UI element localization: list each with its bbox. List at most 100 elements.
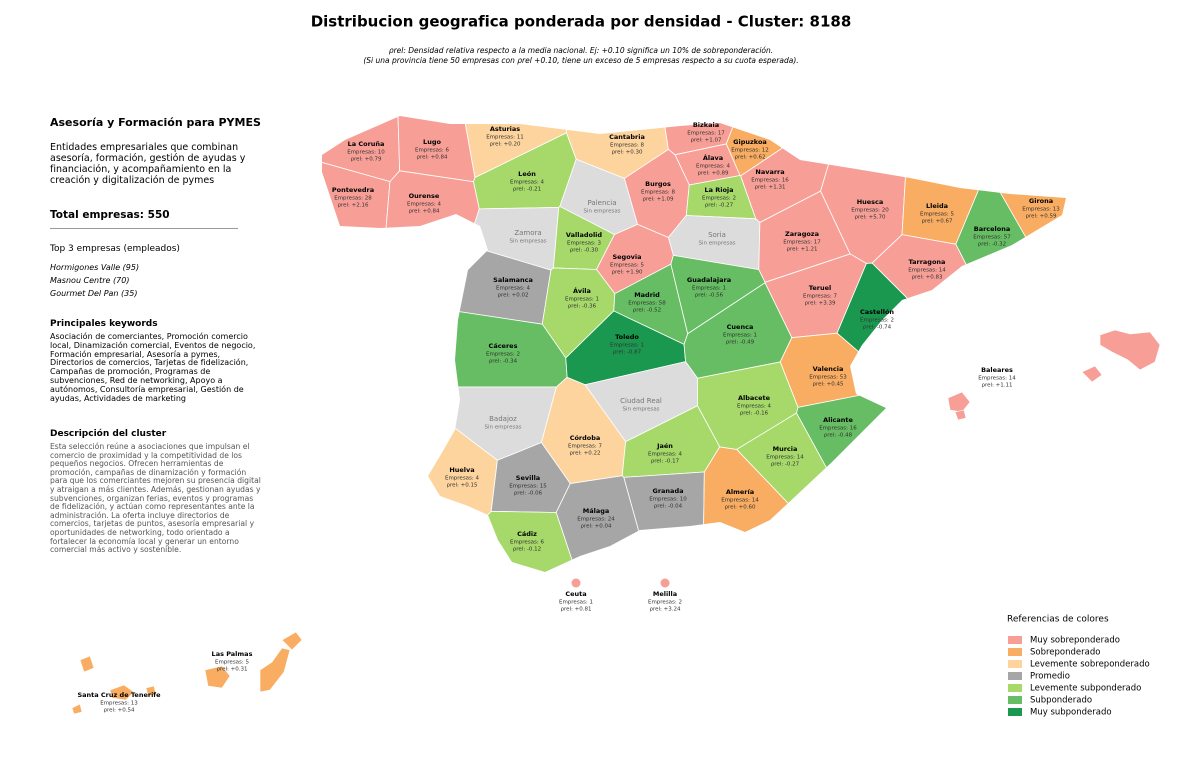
province-name: Alicante: [823, 416, 853, 424]
province-shape: [947, 391, 971, 413]
province-companies: Empresas: 28: [334, 196, 372, 202]
province-name: Cuenca: [727, 323, 754, 331]
province-name: Navarra: [755, 168, 784, 176]
province-rho: ρrel: +0.45: [813, 382, 845, 388]
province-companies: Empresas: 4: [648, 452, 683, 458]
province-name: Madrid: [634, 291, 660, 299]
province-companies: Empresas: 57: [973, 235, 1011, 241]
province-rho: ρrel: +0.84: [409, 209, 441, 215]
province-name: Cáceres: [489, 342, 518, 350]
province-name: Barcelona: [974, 225, 1011, 233]
top-item: Masnou Centre (70): [50, 276, 130, 285]
province-shape: [954, 409, 967, 421]
province-companies: Empresas: 6: [415, 148, 450, 154]
province-companies: Empresas: 2: [860, 318, 894, 324]
province-name: Baleares: [981, 366, 1013, 374]
province-name: Málaga: [583, 507, 610, 515]
province-companies: Empresas: 16: [751, 178, 789, 184]
description: Esta selección reúne a asociaciones que …: [50, 442, 261, 555]
province-rho: ρrel: -0.34: [489, 359, 518, 365]
province-note: Sin empresas: [583, 209, 620, 215]
province-note: Sin empresas: [698, 241, 735, 247]
province-rho: ρrel: +0.59: [1026, 214, 1058, 220]
legend-label: Subponderado: [1030, 696, 1092, 706]
province-rho: ρrel: -0.74: [863, 325, 892, 331]
province-name: Álava: [703, 153, 723, 162]
province-rho: ρrel: +1.11: [982, 383, 1013, 389]
province-name: Jaén: [656, 442, 673, 450]
province-rho: ρrel: -0.52: [633, 308, 661, 314]
province-rho: ρrel: -0.16: [740, 411, 769, 417]
province-shape: [71, 703, 83, 715]
province-rho: ρrel: +0.60: [725, 505, 757, 511]
province-rho: ρrel: -0.49: [726, 340, 755, 346]
province-companies: Empresas: 3: [567, 241, 602, 247]
province-companies: Empresas: 24: [577, 517, 615, 523]
province-rho: ρrel: -0.30: [570, 248, 599, 254]
islands: [71, 329, 1161, 715]
province-rho: ρrel: +2.16: [338, 203, 370, 209]
top-heading: Top 3 empresas (empleados): [50, 244, 180, 254]
sidebar-title: Asesoría y Formación para PYMES: [50, 116, 261, 129]
province-rho: ρrel: -0.87: [613, 350, 642, 356]
province-companies: Empresas: 17: [687, 131, 725, 137]
legend-swatch: [1008, 684, 1022, 692]
province-rho: ρrel: +0.30: [612, 150, 644, 156]
top-item: Gourmet Del Pan (35): [50, 289, 138, 298]
province-name: Murcia: [773, 445, 798, 453]
province-rho: ρrel: +0.31: [217, 667, 248, 673]
legend-label: Levemente subponderado: [1030, 684, 1141, 694]
province-shape: [145, 685, 157, 697]
province-shape: [1099, 329, 1161, 371]
legend-label: Levemente sobreponderado: [1030, 660, 1150, 670]
province-name: Girona: [1029, 197, 1053, 205]
province-rho: ρrel: +0.79: [351, 157, 383, 163]
province-shape: [1081, 365, 1103, 383]
province-shape: [259, 647, 291, 693]
province-name: Lugo: [423, 138, 441, 146]
province-rho: ρrel: +0.02: [498, 293, 529, 299]
subtitle: (Si una provincia tiene 50 empresas con …: [363, 56, 798, 65]
legend-swatch: [1008, 636, 1022, 644]
province-companies: Empresas: 4: [737, 404, 772, 410]
province-companies: Empresas: 1: [692, 286, 726, 292]
legend-label: Promedio: [1030, 672, 1070, 682]
province-companies: Empresas: 10: [347, 150, 385, 156]
legend-swatch: [1008, 660, 1022, 668]
province-companies: Empresas: 15: [509, 484, 547, 490]
province-name: Ávila: [573, 286, 591, 295]
province-name: Zamora: [514, 229, 541, 237]
province-shape: [402, 510, 586, 572]
province-companies: Empresas: 14: [978, 376, 1016, 382]
description-heading: Descripción del cluster: [50, 429, 167, 439]
province-companies: Empresas: 5: [920, 212, 955, 218]
province-rho: ρrel: +0.22: [570, 451, 601, 457]
province-name: Melilla: [653, 590, 677, 598]
province-shape: [660, 578, 670, 588]
legend-swatch: [1008, 708, 1022, 716]
province-rho: ρrel: -0.36: [568, 304, 597, 310]
legend-label: Sobreponderado: [1030, 648, 1100, 658]
province-rho: ρrel: +1.31: [755, 185, 786, 191]
province-name: Córdoba: [570, 434, 601, 442]
sidebar-summary: Entidades empresariales que combinan ase…: [50, 142, 246, 186]
province-name: Salamanca: [493, 276, 533, 284]
province-rho: ρrel: -0.56: [695, 293, 724, 299]
subtitle: ρrel: Densidad relativa respecto a la me…: [389, 46, 773, 55]
province-rho: ρrel: -0.04: [654, 504, 683, 510]
province-name: Huelva: [449, 466, 474, 474]
province-companies: Empresas: 1: [559, 600, 593, 606]
province-name: Teruel: [809, 284, 831, 292]
province-rho: ρrel: +0.84: [417, 155, 449, 161]
province-name: Tarragona: [909, 258, 946, 266]
province-companies: Empresas: 1: [610, 343, 644, 349]
legend-label: Muy subponderado: [1030, 708, 1112, 718]
province-rho: ρrel: +0.20: [490, 142, 522, 148]
top-item: Hormigones Valle (95): [50, 263, 140, 272]
legend-swatch: [1008, 696, 1022, 704]
province-rho: ρrel: -0.17: [651, 459, 680, 465]
sidebar-total: Total empresas: 550: [50, 209, 170, 221]
province-name: Bizkaia: [693, 121, 719, 129]
province-name: Soria: [708, 231, 726, 239]
